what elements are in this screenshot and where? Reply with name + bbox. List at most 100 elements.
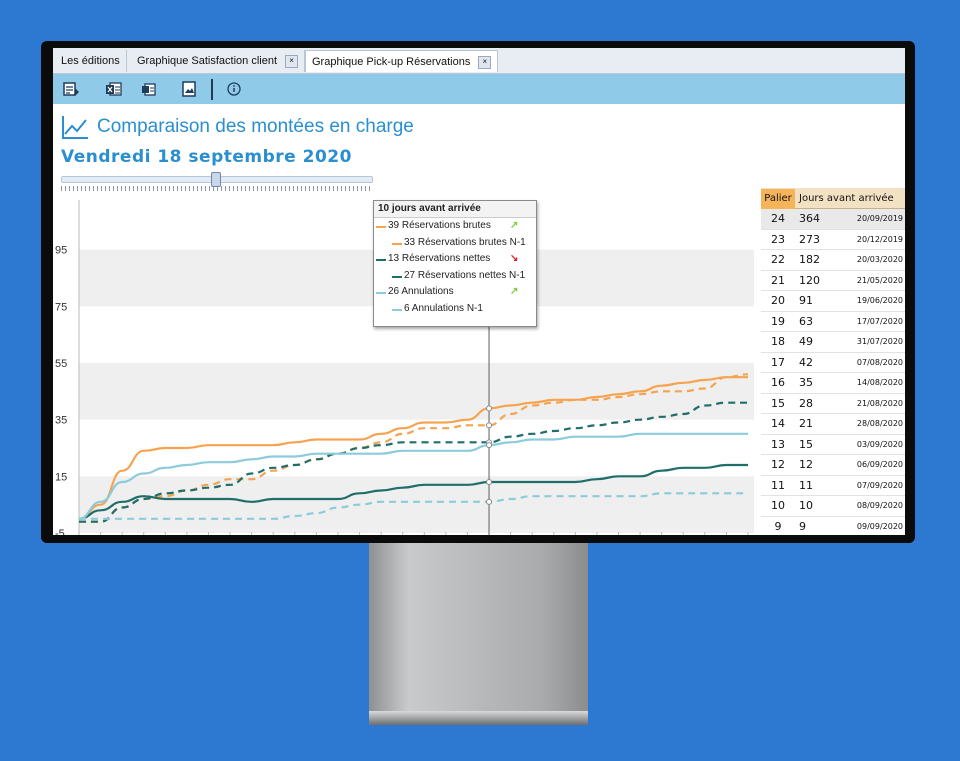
table-row[interactable]: 20 91 19/06/2020 [761,291,905,312]
cell-jours: 273 [799,232,820,246]
table-row[interactable]: 23 273 20/12/2019 [761,230,905,250]
tab-label: Les éditions [61,55,120,67]
cell-palier: 10 [771,499,785,512]
cell-palier: 22 [771,253,785,266]
cell-palier: 21 [771,273,785,287]
date-slider[interactable] [61,172,373,192]
cell-date: 21/08/2020 [856,398,903,408]
cell-jours: 49 [799,335,813,348]
tooltip-row: 13 Réservations nettes ↘ [374,251,536,268]
monitor: Les éditions Graphique Satisfaction clie… [41,41,915,543]
csv-export-icon[interactable] [140,80,158,98]
cell-date: 19/06/2020 [856,296,903,305]
cell-date: 06/09/2020 [856,460,903,469]
legend-swatch [392,242,402,245]
table-row[interactable]: 12 12 06/09/2020 [761,455,905,476]
tab-satisfaction-client[interactable]: Graphique Satisfaction client × [131,50,306,72]
cell-jours: 28 [799,396,813,410]
cell-jours: 21 [799,417,813,430]
cell-date: 09/09/2020 [856,521,903,531]
series-marker-4 [486,442,493,449]
column-header-jours[interactable]: Jours avant arrivée [799,193,894,204]
tooltip-row: 26 Annulations ↗ [374,284,536,301]
tooltip-row-text: 6 Annulations N-1 [404,302,483,314]
table-row[interactable]: 18 49 31/07/2020 [761,332,905,353]
monitor-foot [369,711,588,725]
tooltip-row-text: 26 Annulations [388,286,454,297]
table-row[interactable]: 22 182 20/03/2020 [761,250,905,271]
toolbar-separator [211,79,213,100]
cell-date: 20/09/2019 [856,214,903,223]
table-header: Palier Jours avant arrivée [761,188,905,209]
series-marker-0 [486,405,493,412]
table-row[interactable]: 19 63 17/07/2020 [761,312,905,332]
tooltip-header: 10 jours avant arrivée [374,201,536,218]
tooltip-row: 6 Annulations N-1 [374,301,536,318]
app-window: Les éditions Graphique Satisfaction clie… [53,48,905,535]
tab-les-editions[interactable]: Les éditions [55,50,127,72]
series-line-5 [79,492,748,520]
page-title: Comparaison des montées en charge [97,116,414,137]
trend-down-icon: ↘ [510,253,519,264]
table-row[interactable]: 13 15 03/09/2020 [761,435,905,455]
cell-date: 20/12/2019 [856,234,903,244]
excel-export-icon[interactable] [105,80,123,98]
table-row[interactable]: 15 28 21/08/2020 [761,394,905,414]
cell-jours: 42 [799,355,813,369]
info-icon[interactable] [225,80,243,98]
table-row[interactable]: 10 10 08/09/2020 [761,496,905,517]
y-tick-label: 75 [55,301,67,313]
cell-date: 31/07/2020 [856,337,903,346]
tooltip-row-text: 39 Réservations brutes [388,220,491,231]
table-row[interactable]: 11 11 07/09/2020 [761,476,905,496]
table-row[interactable]: 24 364 20/09/2019 [761,209,905,230]
cell-jours: 9 [799,519,806,533]
slider-ticks [61,186,371,191]
line-chart-icon [62,116,88,139]
selected-date: Vendredi 18 septembre 2020 [61,147,352,167]
cell-jours: 10 [799,499,813,512]
tooltip-row: 27 Réservations nettes N-1 [374,268,536,285]
table-row[interactable]: 21 120 21/05/2020 [761,271,905,291]
close-icon[interactable]: × [285,54,299,68]
cell-date: 20/03/2020 [856,255,903,264]
cell-jours: 182 [799,253,820,266]
palier-table: Palier Jours avant arrivée 24 364 20/09/201… [761,188,905,535]
cell-palier: 11 [771,478,785,492]
close-icon[interactable]: × [478,55,492,69]
cell-date: 28/08/2020 [856,419,903,428]
table-row[interactable]: 14 21 28/08/2020 [761,414,905,435]
cell-palier: 17 [771,355,785,369]
legend-swatch [392,275,402,278]
legend-swatch [376,226,386,228]
series-line-3 [79,401,748,523]
series-line-4 [78,432,748,520]
legend-swatch [376,292,386,294]
tab-label: Graphique Satisfaction client [137,55,278,67]
cell-jours: 120 [799,273,820,287]
cell-palier: 20 [771,294,785,307]
image-export-icon[interactable] [180,80,198,98]
y-tick-label: 35 [55,415,67,427]
cell-date: 08/09/2020 [856,501,903,510]
table-row[interactable]: 16 35 14/08/2020 [761,373,905,394]
column-header-palier[interactable]: Palier [761,189,795,209]
tab-label: Graphique Pick-up Réservations [312,56,471,68]
table-row[interactable]: 9 9 09/09/2020 [761,517,905,536]
table-row[interactable]: 17 42 07/08/2020 [761,353,905,373]
series-marker-1 [486,422,493,429]
toolbar [53,74,905,104]
tab-pickup-reservations[interactable]: Graphique Pick-up Réservations × [305,50,499,72]
cell-palier: 24 [771,212,785,225]
cell-palier: 15 [771,396,785,410]
y-tick-label: -5 [55,528,65,535]
cell-palier: 19 [771,314,785,328]
cell-palier: 13 [771,437,785,451]
cell-jours: 35 [799,376,813,389]
slider-thumb[interactable] [211,172,221,187]
cell-date: 07/08/2020 [856,357,903,367]
cell-jours: 63 [799,314,813,328]
cell-palier: 14 [771,417,785,430]
cell-jours: 15 [799,437,813,451]
pdf-export-icon[interactable] [62,80,80,98]
